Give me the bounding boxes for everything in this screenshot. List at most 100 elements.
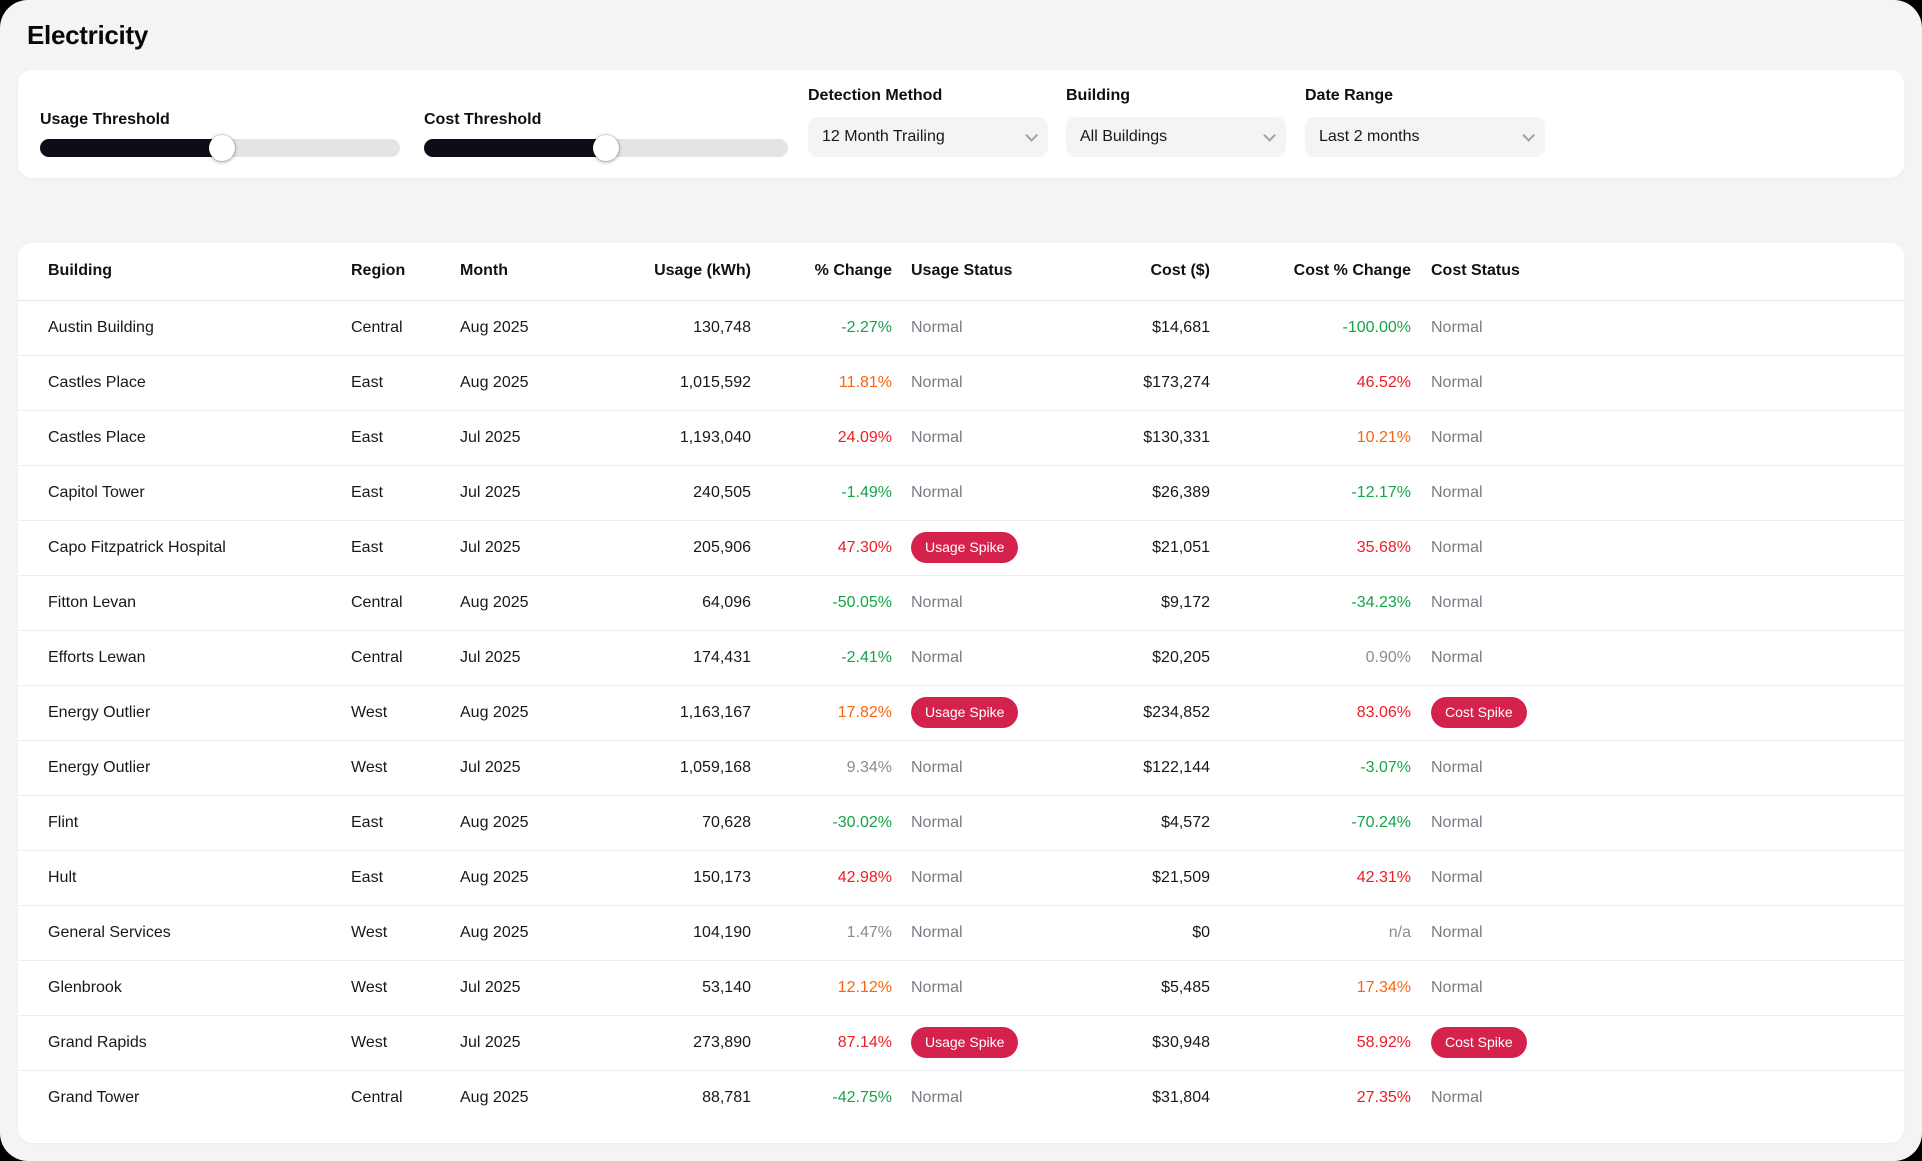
usage-change-cell: -30.02%	[763, 795, 904, 851]
cost-status-cell: Normal	[1423, 300, 1904, 356]
building-cell: Flint	[18, 795, 351, 851]
cost-status-cell: Normal	[1423, 740, 1904, 796]
usage-cell: 53,140	[633, 960, 763, 1016]
month-cell: Aug 2025	[460, 575, 633, 631]
usage-cell: 104,190	[633, 905, 763, 961]
usage-change-cell: -2.41%	[763, 630, 904, 686]
usage-status-normal-label: Normal	[911, 428, 963, 446]
usage-threshold-slider[interactable]	[40, 135, 400, 161]
month-cell: Aug 2025	[460, 1088, 529, 1106]
table-row: Castles Place East Aug 2025 1,015,592 11.81%…	[18, 355, 1904, 411]
building-select[interactable]: All Buildings	[1066, 117, 1286, 157]
building-filter-label: Building	[1066, 87, 1130, 104]
cost-threshold-label: Cost Threshold	[424, 111, 542, 128]
region-cell: East	[351, 355, 460, 411]
table-row: Hult East Aug 2025 150,173 42.98% Normal $21,5…	[18, 850, 1904, 906]
detection-method-select[interactable]: 12 Month Trailing	[808, 117, 1048, 157]
usage-change-cell: 1.47%	[763, 905, 904, 961]
usage-threshold-slider-thumb[interactable]	[208, 135, 235, 161]
usage-cell: 1,193,040	[633, 410, 763, 466]
table-row: Flint East Aug 2025 70,628 -30.02% Normal $4,5…	[18, 795, 1904, 851]
usage-status-cell: Normal	[904, 740, 1033, 796]
usage-change-cell: 12.12%	[763, 960, 904, 1016]
region-cell: West	[351, 685, 460, 741]
cost-change-cell: 42.31%	[1222, 850, 1423, 906]
cost-status-cell: Normal	[1423, 850, 1904, 906]
cost-cell: $4,572	[1033, 795, 1222, 851]
building-cell: Capo Fitzpatrick Hospital	[18, 520, 351, 576]
month-cell: Aug 2025	[460, 355, 633, 411]
filters-panel: Usage Threshold Cost Threshold Detection…	[18, 70, 1904, 178]
cost-status-normal-label: Normal	[1431, 978, 1483, 996]
cost-cell: $173,274	[1033, 355, 1222, 411]
month-cell: Aug 2025	[460, 850, 633, 906]
usage-status-normal-label: Normal	[911, 483, 963, 501]
cost-threshold-slider[interactable]	[424, 135, 788, 161]
usage-status-cell: Normal	[904, 465, 1033, 521]
usage-threshold-label: Usage Threshold	[40, 111, 170, 128]
cost-status-cell: Cost Spike	[1423, 685, 1904, 741]
usage-change-cell: 17.82%	[763, 685, 904, 741]
cost-cell: $130,331	[1033, 410, 1222, 466]
cost-status-cell: Normal	[1423, 465, 1904, 521]
region-cell: Central	[351, 575, 460, 631]
cost-change-cell: 58.92%	[1222, 1015, 1423, 1071]
table-header-row: Building Region Month Usage (kWh)% Change Us…	[18, 243, 1904, 301]
table-row: Castles Place East Jul 2025 1,193,040 24.09%…	[18, 410, 1904, 466]
table-row: Energy Outlier West Aug 2025 1,163,167 17.82…	[18, 685, 1904, 741]
table-row: Capitol Tower East Jul 2025 240,505 -1.49% No…	[18, 465, 1904, 521]
usage-status-cell: Normal	[904, 300, 1033, 356]
usage-status-spike-badge: Usage Spike	[911, 697, 1019, 728]
cost-change-cell: 17.34%	[1222, 960, 1423, 1016]
building-cell: Hult	[18, 850, 351, 906]
cost-status-cell: Normal	[1423, 630, 1904, 686]
region-cell: East	[351, 795, 460, 851]
cost-status-cell: Normal	[1423, 1070, 1904, 1125]
usage-cell: 240,505	[633, 465, 763, 521]
month-cell: Aug 2025	[460, 795, 633, 851]
cost-threshold-slider-thumb[interactable]	[593, 135, 619, 161]
usage-status-spike-badge: Usage Spike	[911, 532, 1019, 563]
region-cell: East	[351, 465, 460, 521]
cost-status-normal-label: Normal	[1431, 868, 1483, 886]
cost-status-cell: Cost Spike	[1423, 1015, 1904, 1071]
cost-threshold-slider-fill	[424, 139, 606, 157]
month-cell: Aug 2025	[460, 685, 633, 741]
date-range-label: Date Range	[1305, 87, 1394, 104]
cost-status-spike-badge: Cost Spike	[1431, 697, 1527, 728]
column-header-usage-status: Usage Status	[904, 243, 1033, 301]
chevron-down-icon	[1025, 128, 1038, 142]
region-cell: Central	[351, 300, 460, 356]
detection-method-label: Detection Method	[808, 87, 943, 104]
cost-status-normal-label: Normal	[1431, 593, 1483, 611]
detection-method-group: Detection Method 12 Month Trailing	[808, 70, 1048, 178]
table-row: General Services West Aug 2025 104,190 1.47%…	[18, 905, 1904, 961]
usage-status-cell: Normal	[904, 905, 1033, 961]
building-cell: Energy Outlier	[18, 740, 351, 796]
usage-status-cell: Normal	[904, 630, 1033, 686]
usage-cell: 1,059,168	[633, 740, 763, 796]
cost-cell: $26,389	[1033, 465, 1222, 521]
building-cell: Castles Place	[18, 410, 351, 466]
usage-cell: 1,163,167	[633, 685, 763, 741]
cost-status-normal-label: Normal	[1431, 538, 1483, 556]
usage-cell: 205,906	[633, 520, 763, 576]
cost-cell: $122,144	[1033, 740, 1222, 796]
cost-cell: $14,681	[1033, 300, 1222, 356]
usage-status-cell: Normal	[904, 355, 1033, 411]
usage-change-cell: 42.98%	[763, 850, 904, 906]
cost-status-normal-label: Normal	[1431, 923, 1483, 941]
date-range-select[interactable]: Last 2 months	[1305, 117, 1545, 157]
region-cell: East	[351, 850, 460, 906]
cost-status-cell: Normal	[1423, 575, 1904, 631]
usage-status-cell: Normal	[904, 410, 1033, 466]
cost-status-normal-label: Normal	[1431, 1088, 1483, 1106]
table-row: Fitton Levan Central Aug 2025 64,096 -50.05%…	[18, 575, 1904, 631]
cost-cell: $21,509	[1033, 850, 1222, 906]
month-cell: Aug 2025	[460, 905, 633, 961]
usage-change-cell: -50.05%	[763, 575, 904, 631]
region-cell: West	[351, 960, 460, 1016]
column-header-cost: Cost ($)	[1033, 243, 1222, 301]
region-cell: Central	[351, 1088, 403, 1106]
usage-change-cell: -42.75%	[832, 1088, 892, 1106]
